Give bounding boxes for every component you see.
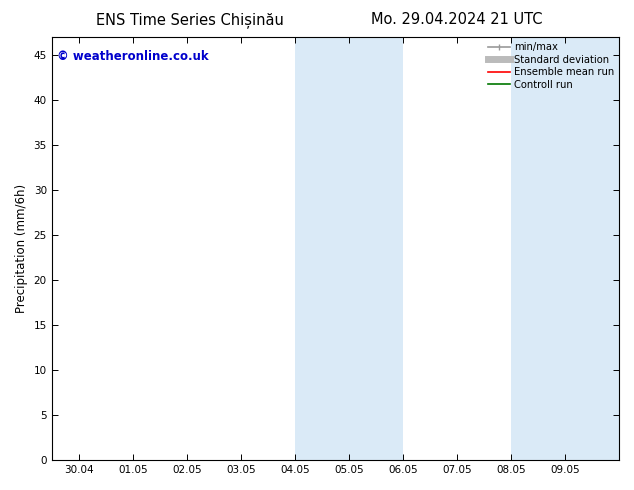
Bar: [295, 37, 349, 460]
Bar: [511, 37, 565, 460]
Bar: [565, 37, 619, 460]
Y-axis label: Precipitation (mm/6h): Precipitation (mm/6h): [15, 184, 28, 313]
Bar: [349, 37, 403, 460]
Legend: min/max, Standard deviation, Ensemble mean run, Controll run: min/max, Standard deviation, Ensemble me…: [485, 39, 617, 93]
Text: © weatheronline.co.uk: © weatheronline.co.uk: [57, 50, 209, 63]
Text: Mo. 29.04.2024 21 UTC: Mo. 29.04.2024 21 UTC: [371, 12, 542, 27]
Text: ENS Time Series Chișinău: ENS Time Series Chișinău: [96, 12, 284, 28]
